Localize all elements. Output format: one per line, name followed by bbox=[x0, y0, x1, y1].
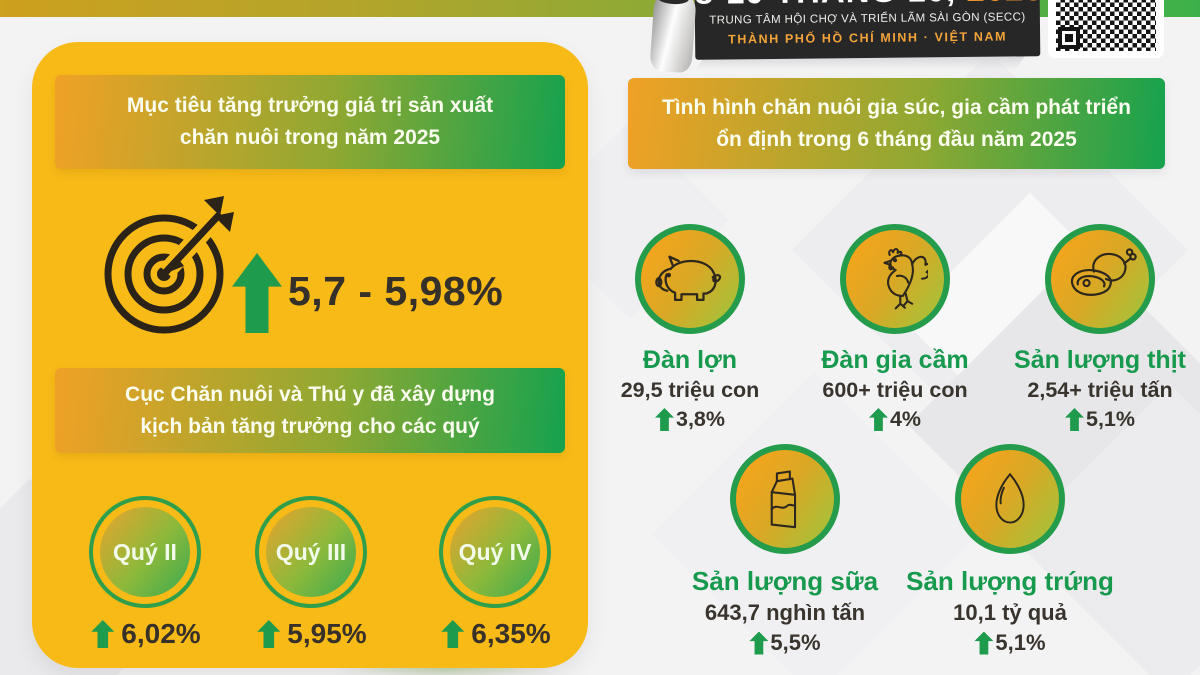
stat-value: 600+ triệu con bbox=[822, 378, 968, 402]
stat-label: Đàn lợn bbox=[642, 346, 738, 374]
quarter-4-growth: 6,35% bbox=[426, 618, 566, 650]
up-arrow-icon bbox=[868, 408, 888, 431]
stat-label: Đàn gia cầm bbox=[821, 346, 969, 374]
event-venue: TRUNG TÂM HỘI CHỢ VÀ TRIỂN LÃM SÀI GÒN (… bbox=[709, 11, 1026, 27]
up-arrow-icon bbox=[91, 620, 115, 648]
quarter-3-label: Quý III bbox=[275, 538, 347, 565]
stat-growth-value: 5,1% bbox=[1085, 407, 1135, 431]
stat-value: 2,54+ triệu tấn bbox=[1027, 378, 1173, 402]
up-arrow-icon bbox=[441, 620, 465, 648]
up-arrow-icon bbox=[1064, 408, 1084, 431]
quarter-3-growth-value: 5,95% bbox=[287, 618, 367, 649]
event-date-prefix: 8-10 THÁNG 10, bbox=[695, 0, 967, 11]
stat-label: Sản lượng sữa bbox=[691, 566, 879, 596]
livestock-status-header: Tình hình chăn nuôi gia súc, gia cầm phá… bbox=[628, 78, 1165, 169]
quarter-4-label: Quý IV bbox=[458, 538, 532, 565]
stat-growth-value: 3,8% bbox=[675, 407, 725, 431]
quarter-2-label: Quý II bbox=[113, 538, 177, 565]
stat-label: Sản lượng thịt bbox=[1014, 346, 1186, 374]
stat-value: 643,7 nghìn tấn bbox=[704, 600, 866, 625]
stat-growth: 3,8% bbox=[654, 407, 725, 432]
stat-value: 10,1 tỷ quả bbox=[953, 600, 1067, 625]
status-header-line1: Tình hình chăn nuôi gia súc, gia cầm phá… bbox=[661, 95, 1132, 119]
quarter-2-circle: Quý II bbox=[89, 496, 201, 608]
stat-growth: 5,1% bbox=[1064, 407, 1135, 432]
quarter-3-growth: 5,95% bbox=[242, 618, 382, 650]
goal-header: Mục tiêu tăng trưởng giá trị sản xuất ch… bbox=[55, 75, 565, 169]
qr-finder-square bbox=[1058, 27, 1080, 49]
quarter-2-growth: 6,02% bbox=[76, 618, 216, 650]
stat-pig-herd: Đàn lợn 29,5 triệu con 3,8% bbox=[583, 224, 797, 432]
quarter-2-growth-value: 6,02% bbox=[121, 618, 201, 649]
scenario-header: Cục Chăn nuôi và Thú y đã xây dựng kịch … bbox=[55, 368, 565, 453]
stat-growth: 5,1% bbox=[974, 630, 1046, 656]
event-date-year: 2025 bbox=[966, 0, 1040, 8]
qr-code bbox=[1048, 0, 1164, 58]
scenario-header-line2: kịch bản tăng trưởng cho các quý bbox=[140, 414, 480, 438]
quarter-3-circle: Quý III bbox=[255, 496, 367, 608]
event-date: 8-10 THÁNG 10, 2025 bbox=[695, 0, 1041, 12]
meat-icon bbox=[1045, 224, 1155, 334]
up-arrow-icon bbox=[257, 620, 281, 648]
scenario-header-line1: Cục Chăn nuôi và Thú y đã xây dựng bbox=[125, 382, 495, 406]
stat-meat-output: Sản lượng thịt 2,54+ triệu tấn 5,1% bbox=[993, 224, 1200, 432]
stat-milk-output: Sản lượng sữa 643,7 nghìn tấn 5,5% bbox=[678, 444, 892, 656]
milk-carton-icon bbox=[730, 444, 840, 554]
quarter-4-circle: Quý IV bbox=[439, 496, 551, 608]
up-arrow-icon bbox=[974, 631, 994, 655]
stat-growth-value: 5,1% bbox=[995, 630, 1046, 655]
growth-target-card: Mục tiêu tăng trưởng giá trị sản xuất ch… bbox=[32, 42, 588, 668]
stat-value: 29,5 triệu con bbox=[620, 378, 760, 402]
status-header-line2: ổn định trong 6 tháng đầu năm 2025 bbox=[716, 127, 1077, 151]
pig-icon bbox=[635, 224, 745, 334]
quarter-4-growth-value: 6,35% bbox=[471, 618, 551, 649]
rooster-icon bbox=[840, 224, 950, 334]
stat-label: Sản lượng trứng bbox=[906, 566, 1114, 596]
stat-poultry-flock: Đàn gia cầm 600+ triệu con 4% bbox=[788, 224, 1002, 432]
stat-growth: 4% bbox=[868, 407, 922, 432]
stat-growth-value: 5,5% bbox=[770, 630, 821, 655]
goal-header-line1: Mục tiêu tăng trưởng giá trị sản xuất bbox=[126, 94, 494, 117]
stat-growth-value: 4% bbox=[889, 407, 922, 431]
egg-icon bbox=[955, 444, 1065, 554]
up-arrow-icon bbox=[654, 408, 674, 431]
event-city: THÀNH PHỐ HỒ CHÍ MINH · VIỆT NAM bbox=[728, 29, 1008, 47]
growth-target-value: 5,7 - 5,98% bbox=[288, 268, 504, 314]
goal-header-line2: chăn nuôi trong năm 2025 bbox=[179, 126, 441, 149]
event-banner: 8-10 THÁNG 10, 2025 TRUNG TÂM HỘI CHỢ VÀ… bbox=[694, 0, 1041, 60]
target-dart-icon bbox=[104, 196, 234, 334]
up-arrow-icon bbox=[749, 631, 769, 655]
banner-roll-graphic bbox=[649, 0, 697, 74]
stat-growth: 5,5% bbox=[749, 630, 821, 656]
stat-egg-output: Sản lượng trứng 10,1 tỷ quả 5,1% bbox=[903, 444, 1117, 656]
